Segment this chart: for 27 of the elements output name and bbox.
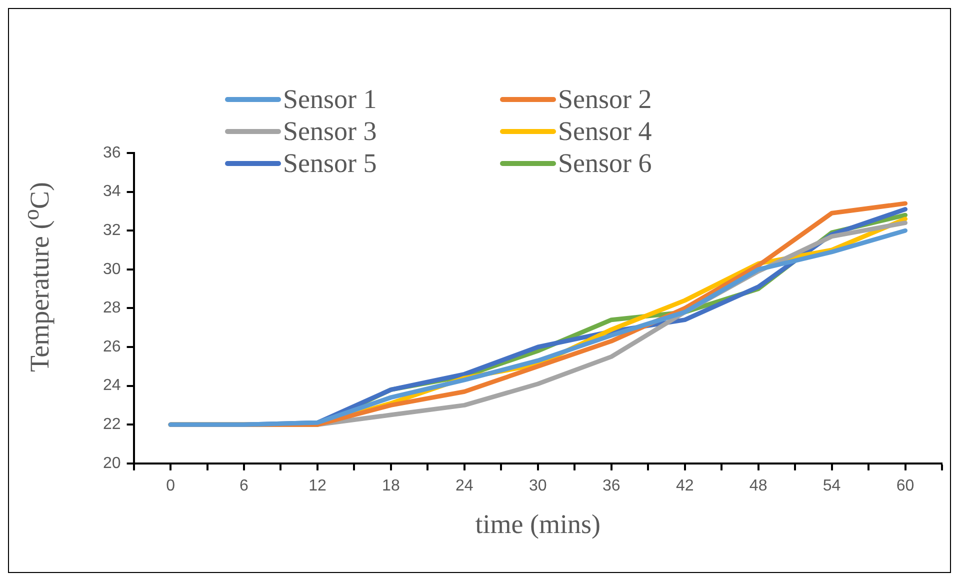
x-tick-label: 42 [676,477,694,494]
y-tick-label: 24 [103,377,121,394]
x-axis-title: time (mins) [475,508,601,539]
x-tick-label: 48 [749,477,768,494]
y-tick-label: 30 [103,260,121,278]
legend-label: Sensor 5 [283,147,377,179]
x-tick-label: 0 [166,477,176,494]
x-tick-label: 36 [602,477,620,494]
y-tick-label: 20 [103,454,121,472]
y-tick-label: 34 [103,183,121,200]
x-tick-label: 6 [240,477,249,494]
legend-label: Sensor 4 [558,115,652,147]
y-tick-label: 26 [103,338,121,356]
y-tick-label: 36 [103,144,121,162]
legend-label: Sensor 1 [283,83,377,115]
y-tick-label: 22 [103,416,121,434]
x-tick-label: 30 [529,477,547,494]
x-tick-label: 54 [822,477,841,494]
x-tick-label: 12 [308,477,326,494]
y-tick-label: 32 [103,222,121,240]
x-tick-label: 60 [896,477,914,494]
x-tick-label: 24 [456,477,474,494]
legend-label: Sensor 6 [558,147,652,179]
y-tick-label: 28 [103,300,121,317]
legend-label: Sensor 2 [558,83,652,115]
legend-label: Sensor 3 [283,115,377,147]
x-tick-label: 18 [382,477,400,494]
